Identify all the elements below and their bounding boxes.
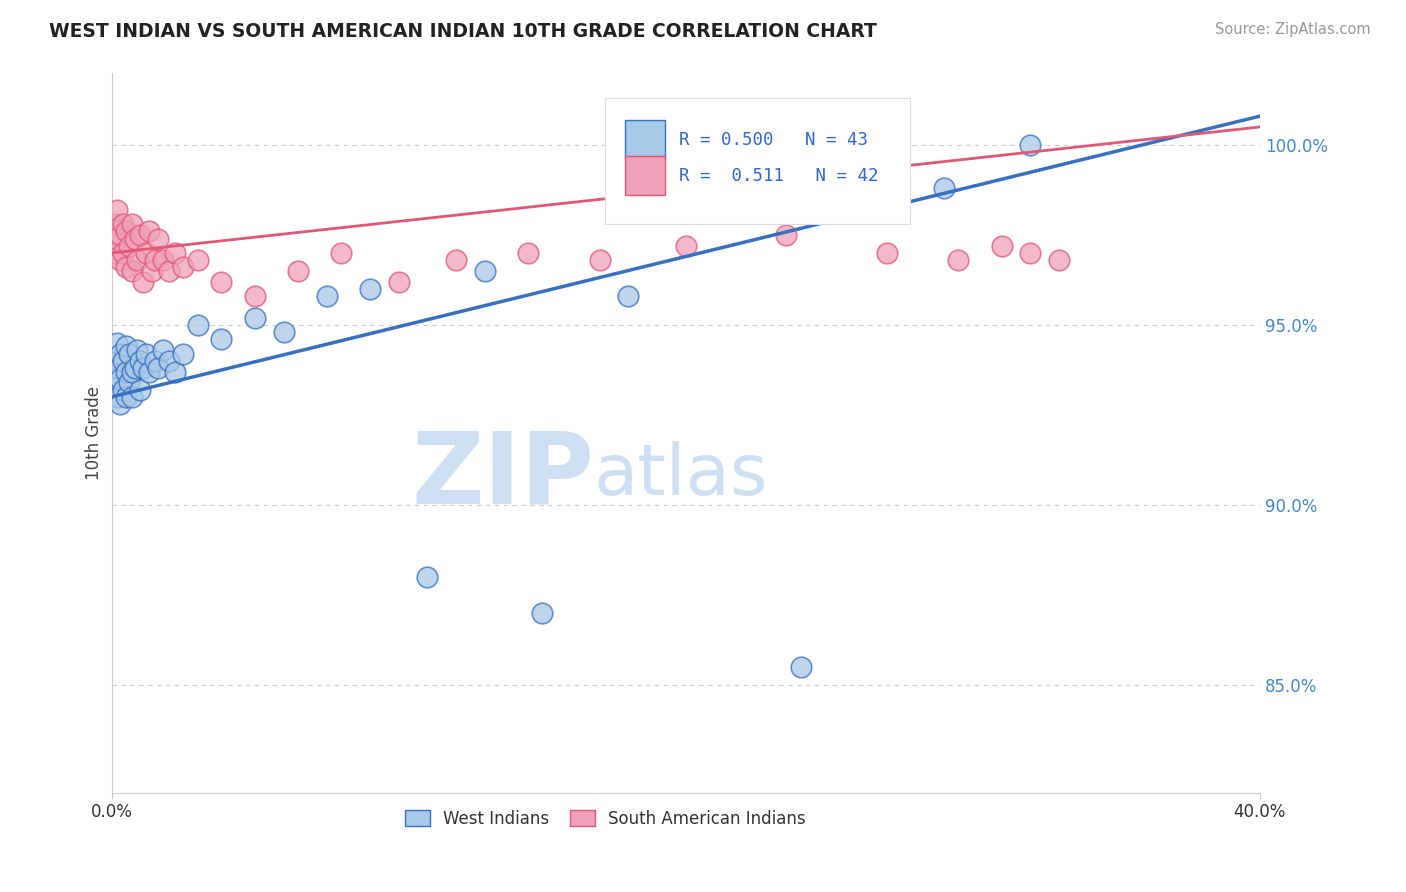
Point [105, 335, 128, 350]
Y-axis label: 10th Grade: 10th Grade [86, 386, 103, 480]
Point [118, 376, 141, 390]
Point [789, 659, 811, 673]
Point [163, 246, 186, 260]
Point [103, 246, 125, 260]
Point [115, 339, 138, 353]
Point [775, 227, 797, 242]
Point [152, 253, 174, 268]
Point [124, 361, 146, 376]
Point [243, 289, 266, 303]
FancyBboxPatch shape [624, 156, 665, 195]
FancyBboxPatch shape [624, 120, 665, 160]
Point [121, 390, 143, 404]
Point [143, 253, 166, 268]
Point [135, 246, 157, 260]
Text: atlas: atlas [593, 442, 768, 510]
Point [115, 260, 138, 275]
Point [172, 346, 194, 360]
Point [118, 238, 141, 252]
Point [209, 275, 232, 289]
Point [152, 343, 174, 357]
Text: ZIP: ZIP [411, 427, 593, 524]
Text: R = 0.500   N = 43: R = 0.500 N = 43 [679, 130, 868, 149]
Point [157, 354, 180, 368]
FancyBboxPatch shape [606, 98, 910, 224]
Point [129, 227, 152, 242]
Point [112, 383, 135, 397]
Point [474, 264, 496, 278]
Point [876, 246, 898, 260]
Point [1019, 246, 1042, 260]
Point [121, 217, 143, 231]
Point [115, 365, 138, 379]
Text: WEST INDIAN VS SOUTH AMERICAN INDIAN 10TH GRADE CORRELATION CHART: WEST INDIAN VS SOUTH AMERICAN INDIAN 10T… [49, 22, 877, 41]
Point [112, 354, 135, 368]
Legend: West Indians, South American Indians: West Indians, South American Indians [398, 804, 813, 835]
Point [110, 346, 132, 360]
Point [105, 390, 128, 404]
Point [163, 365, 186, 379]
Point [112, 246, 135, 260]
Point [330, 246, 353, 260]
Point [105, 361, 128, 376]
Point [1019, 137, 1042, 152]
Point [146, 361, 169, 376]
Point [121, 264, 143, 278]
Text: R =  0.511   N = 42: R = 0.511 N = 42 [679, 167, 879, 185]
Point [172, 260, 194, 275]
Point [110, 253, 132, 268]
Point [187, 253, 209, 268]
Point [588, 253, 610, 268]
Point [121, 365, 143, 379]
Point [316, 289, 339, 303]
Text: Source: ZipAtlas.com: Source: ZipAtlas.com [1215, 22, 1371, 37]
Point [112, 217, 135, 231]
Point [287, 264, 309, 278]
Point [124, 231, 146, 245]
Point [132, 275, 155, 289]
Point [187, 318, 209, 332]
Point [103, 354, 125, 368]
Point [388, 275, 411, 289]
Point [105, 231, 128, 245]
Point [141, 264, 163, 278]
Point [103, 372, 125, 386]
Point [103, 217, 125, 231]
Point [127, 253, 149, 268]
Point [129, 383, 152, 397]
Point [990, 238, 1012, 252]
Point [138, 365, 160, 379]
Point [110, 227, 132, 242]
Point [138, 224, 160, 238]
Point [273, 325, 295, 339]
Point [143, 354, 166, 368]
Point [110, 397, 132, 411]
Point [157, 264, 180, 278]
Point [243, 310, 266, 325]
Point [617, 289, 640, 303]
Point [444, 253, 467, 268]
Point [209, 332, 232, 346]
Point [1047, 253, 1070, 268]
Point [115, 224, 138, 238]
Point [110, 372, 132, 386]
Point [129, 354, 152, 368]
Point [115, 390, 138, 404]
Point [359, 282, 381, 296]
Point [416, 570, 439, 584]
Point [118, 346, 141, 360]
Point [127, 343, 149, 357]
Point [135, 346, 157, 360]
Point [132, 361, 155, 376]
Point [948, 253, 970, 268]
Point [516, 246, 538, 260]
Point [675, 238, 697, 252]
Point [531, 606, 554, 620]
Point [105, 202, 128, 217]
Point [932, 181, 955, 195]
Point [146, 231, 169, 245]
